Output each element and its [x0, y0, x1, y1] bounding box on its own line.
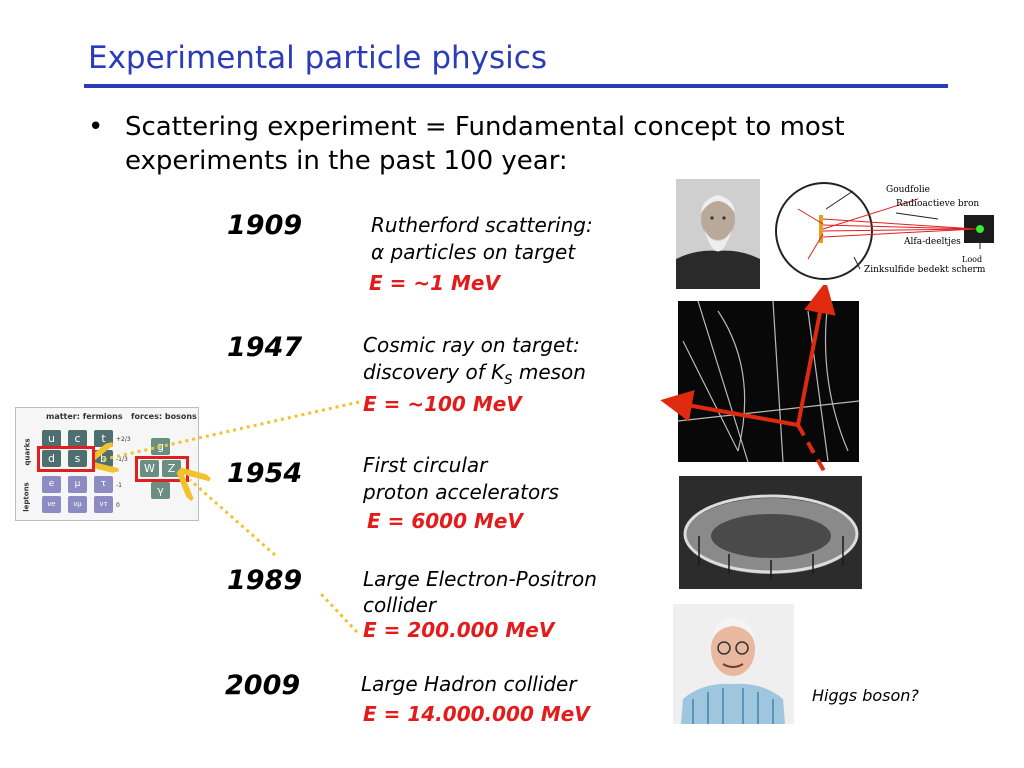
quark-d: d — [42, 450, 61, 467]
label-radioactieve-bron: Radioactieve bron — [896, 199, 980, 209]
sm-header-bosons: forces: bosons — [131, 412, 197, 421]
energy-1947: E = ~100 MeV — [363, 392, 522, 416]
rutherford-diagram: Goudfolie Radioactieve bron Alfa-deeltje… — [768, 179, 1016, 281]
title-underline — [84, 84, 948, 88]
desc-1954-line2: proton accelerators — [363, 480, 559, 504]
year-1989: 1989 — [227, 565, 303, 596]
energy-2009: E = 14.000.000 MeV — [363, 702, 590, 726]
charge-neutrino: 0 — [116, 502, 120, 509]
quark-c: c — [68, 430, 87, 447]
charge-up: +2/3 — [116, 436, 131, 443]
dotted-arrows — [95, 400, 360, 634]
label-zinksulfide: Zinksulfide bedekt scherm — [864, 265, 986, 275]
bullet-text: Scattering experiment = Fundamental conc… — [125, 112, 845, 176]
quark-u: u — [42, 430, 61, 447]
sm-side-leptons: leptons — [22, 482, 31, 512]
desc-2009-line1: Large Hadron collider — [361, 672, 577, 696]
energy-1954: E = 6000 MeV — [367, 509, 523, 533]
sm-side-quarks: quarks — [23, 438, 32, 466]
desc-1954-line1: First circular — [363, 453, 488, 477]
bullet-marker: • — [88, 112, 104, 142]
desc-1989-line1: Large Electron-Positron — [363, 567, 597, 591]
year-2009: 2009 — [225, 670, 301, 701]
desc-1909-line1: Rutherford scattering: — [371, 213, 593, 237]
strange-quark-highlight — [37, 446, 95, 472]
desc-1989-line2: collider — [363, 593, 437, 617]
label-goudfolie: Goudfolie — [886, 185, 930, 195]
higgs-caption: Higgs boson? — [812, 686, 919, 705]
lepton-nu-e: νe — [42, 496, 61, 513]
lepton-tau: τ — [94, 476, 113, 493]
lepton-nu-tau: ντ — [94, 496, 113, 513]
label-alfa-deeltjes: Alfa-deeltjes — [904, 237, 961, 247]
energy-1909: E = ~1 MeV — [369, 271, 500, 295]
boson-photon: γ — [151, 482, 170, 499]
charge-lepton: -1 — [116, 482, 122, 489]
quark-s: s — [68, 450, 87, 467]
slide-title: Experimental particle physics — [88, 40, 547, 76]
desc-1909-line2: α particles on target — [371, 240, 576, 264]
rutherford-portrait — [676, 179, 760, 289]
sm-header-fermions: matter: fermions — [46, 412, 123, 421]
charge-down: -1/3 — [116, 456, 128, 463]
lepton-e: e — [42, 476, 61, 493]
label-lood: Lood — [962, 255, 983, 264]
desc-1947-line2: discovery of KS meson — [363, 360, 586, 388]
lepton-nu-mu: νμ — [68, 496, 87, 513]
decay-arrows — [660, 285, 836, 486]
year-1954: 1954 — [227, 458, 303, 489]
year-1909: 1909 — [227, 210, 303, 241]
year-1947: 1947 — [227, 332, 303, 363]
lepton-mu: μ — [68, 476, 87, 493]
cloud-chamber-photo — [678, 301, 859, 462]
higgs-portrait — [673, 604, 794, 724]
accelerator-photo — [679, 476, 862, 589]
boson-w: W — [140, 460, 159, 477]
desc-1947-line1: Cosmic ray on target: — [363, 333, 580, 357]
energy-1989: E = 200.000 MeV — [363, 618, 555, 642]
